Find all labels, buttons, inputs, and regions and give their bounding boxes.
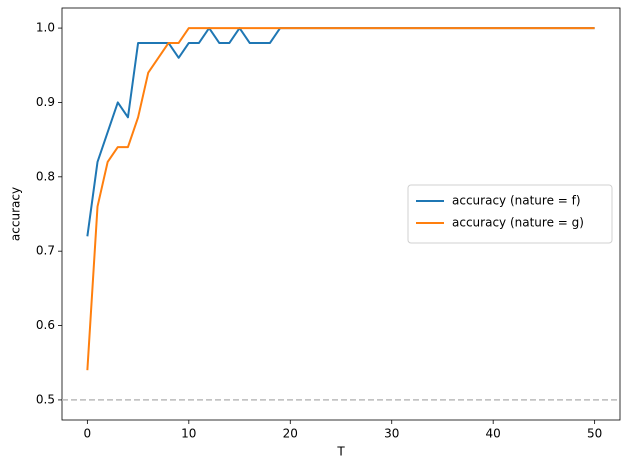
data-line	[86, 27, 595, 371]
x-tick-label: 10	[181, 427, 196, 441]
legend-label: accuracy (nature = f)	[452, 194, 581, 208]
y-tick-label: 0.6	[36, 318, 55, 332]
y-tick-label: 0.7	[36, 244, 55, 258]
y-axis-label: accuracy	[9, 187, 23, 241]
x-axis-label: T	[336, 445, 345, 459]
y-tick-label: 0.9	[36, 95, 55, 109]
y-tick-label: 0.5	[36, 392, 55, 406]
y-tick-label: 1.0	[36, 21, 55, 35]
x-tick-label: 30	[384, 427, 399, 441]
x-tick-label: 20	[283, 427, 298, 441]
legend-box	[407, 184, 613, 244]
legend-label: accuracy (nature = g)	[452, 216, 584, 230]
x-tick-label: 0	[84, 427, 92, 441]
y-tick-label: 0.8	[36, 169, 55, 183]
plot-frame	[61, 7, 621, 421]
x-tick-label: 40	[486, 427, 501, 441]
x-tick-label: 50	[587, 427, 602, 441]
